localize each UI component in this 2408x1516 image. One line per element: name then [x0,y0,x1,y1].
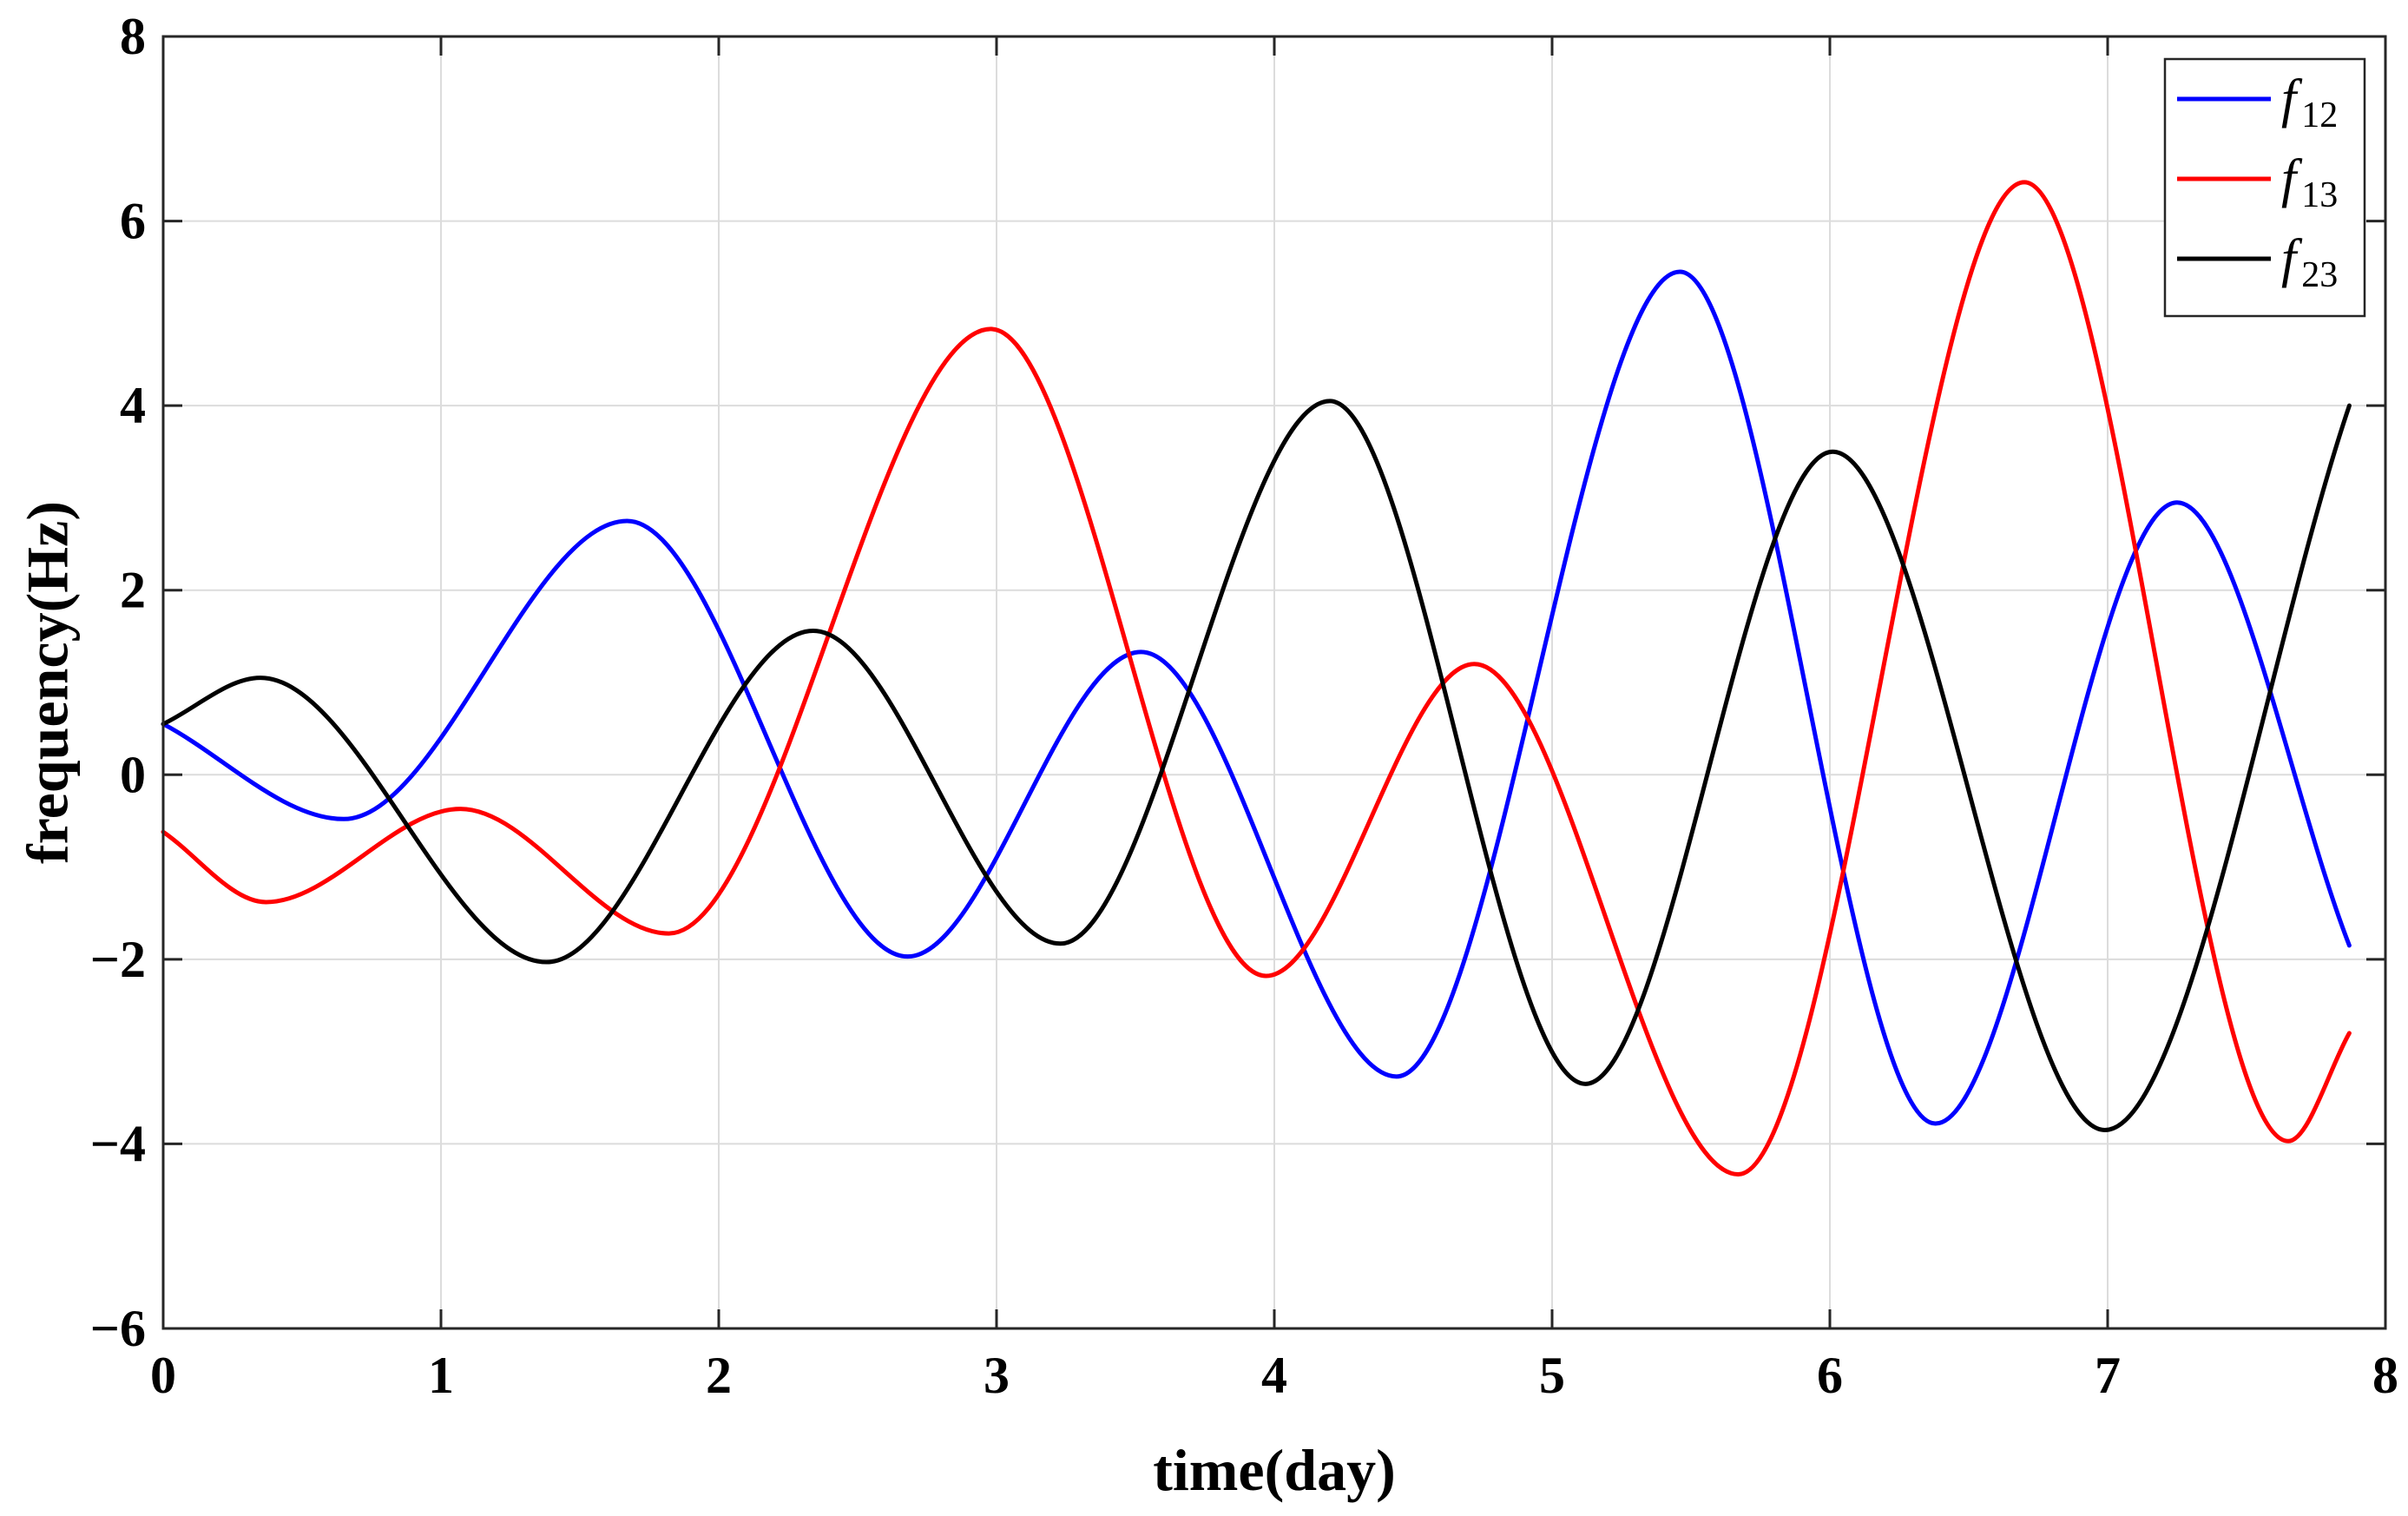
y-tick-label: 0 [120,746,146,803]
y-tick-label: 2 [120,562,146,619]
series-line-f13 [161,180,2352,1177]
y-tick-label: −2 [90,931,146,988]
legend-subscript: 13 [2301,175,2338,215]
x-axis-label: time(day) [1153,1437,1395,1503]
legend-subscript: 12 [2301,96,2338,135]
x-tick-label: 1 [428,1347,454,1404]
y-tick-label: 8 [120,8,146,65]
legend-subscript: 23 [2301,255,2338,295]
y-tick-label: −4 [90,1115,146,1172]
y-tick-label: 6 [120,193,146,250]
x-tick-label: 4 [1261,1347,1287,1404]
x-tick-labels: 0 1 2 3 4 5 6 7 8 [150,1347,2398,1404]
x-tick-label: 6 [1817,1347,1843,1404]
y-tick-label: 4 [120,377,146,434]
y-axis-label: frequency(Hz) [15,501,81,864]
legend-label-f13: f 13 [2281,149,2338,215]
x-tick-label: 3 [984,1347,1010,1404]
x-tick-label: 2 [706,1347,732,1404]
series-line-f12 [161,269,2352,1126]
y-tick-label: −6 [90,1300,146,1357]
x-tick-label: 8 [2372,1347,2398,1404]
tick-marks [161,35,2387,1330]
series-line-f23 [161,399,2352,1132]
x-tick-label: 5 [1539,1347,1565,1404]
x-tick-label: 0 [150,1347,176,1404]
legend-box [2163,57,2366,318]
y-tick-labels: −6 −4 −2 0 2 4 6 8 [90,8,146,1357]
legend: f 12f 13f 23 [2163,57,2366,318]
x-tick-label: 7 [2095,1347,2121,1404]
series-lines [161,180,2352,1177]
